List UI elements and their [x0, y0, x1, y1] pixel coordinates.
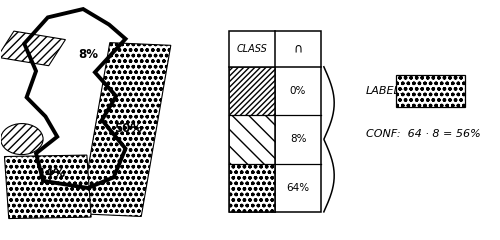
Ellipse shape	[0, 124, 43, 155]
Text: 50%: 50%	[114, 122, 142, 135]
Text: ∩: ∩	[294, 42, 302, 55]
Bar	[229, 67, 275, 115]
Polygon shape	[80, 43, 171, 216]
Bar	[229, 115, 275, 163]
Text: 14%: 14%	[38, 167, 66, 180]
Bar	[396, 75, 464, 108]
Polygon shape	[0, 31, 66, 66]
Text: 0%: 0%	[290, 86, 306, 96]
Text: LABEL:: LABEL:	[366, 86, 405, 96]
Polygon shape	[4, 155, 91, 219]
Text: 64%: 64%	[286, 183, 310, 193]
Text: 8%: 8%	[78, 48, 98, 61]
Text: 8%: 8%	[290, 134, 306, 144]
Text: CONF:  64 · 8 = 56%: CONF: 64 · 8 = 56%	[366, 129, 480, 139]
Text: CLASS: CLASS	[236, 44, 268, 54]
Bar	[229, 163, 275, 212]
Bar	[229, 30, 321, 212]
